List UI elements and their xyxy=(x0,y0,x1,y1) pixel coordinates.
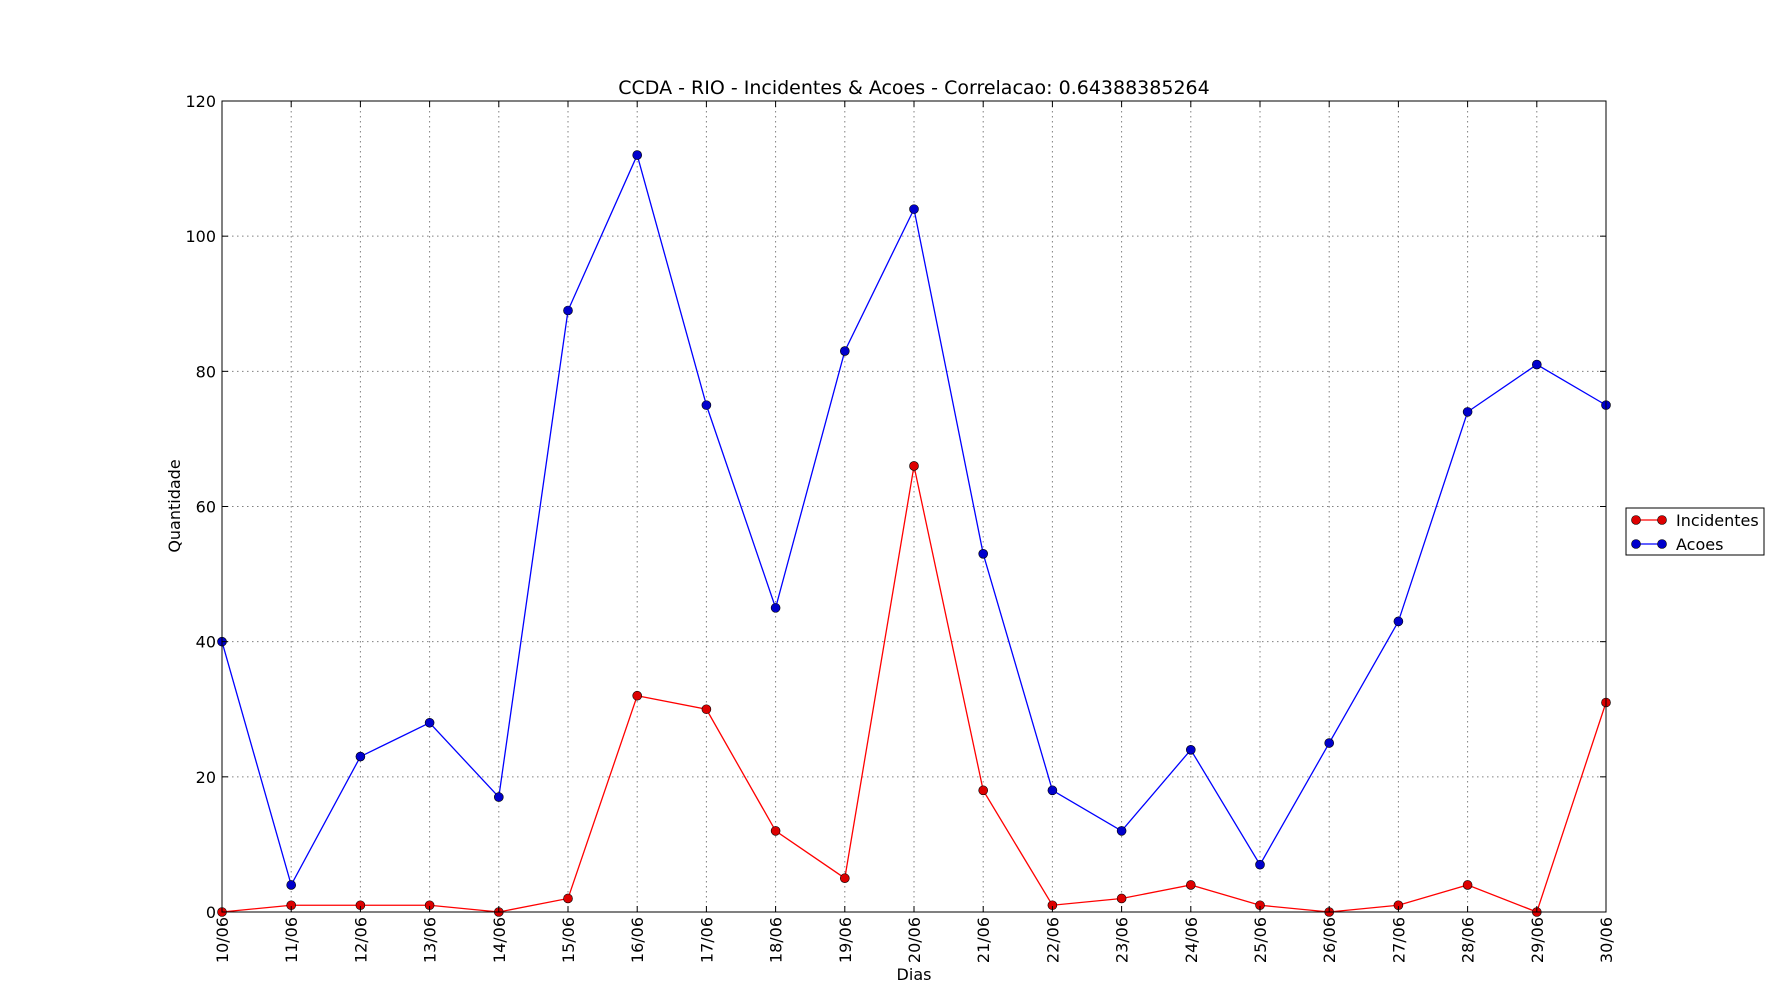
x-tick-label: 13/06 xyxy=(421,917,440,963)
x-tick-label: 21/06 xyxy=(974,917,993,963)
x-tick-label: 17/06 xyxy=(697,917,716,963)
x-tick-label: 24/06 xyxy=(1182,917,1201,963)
x-tick-label: 30/06 xyxy=(1597,917,1616,963)
data-point xyxy=(770,826,781,836)
x-tick-label: 10/06 xyxy=(213,917,232,963)
x-tick-label: 27/06 xyxy=(1389,917,1408,963)
x-tick-label: 22/06 xyxy=(1043,917,1062,963)
data-point xyxy=(1186,744,1196,755)
data-point xyxy=(1462,880,1473,890)
chart-title: CCDA - RIO - Incidentes & Acoes - Correl… xyxy=(618,77,1209,99)
y-tick-label: 120 xyxy=(185,92,216,111)
x-tick-label: 20/06 xyxy=(905,917,924,963)
data-point xyxy=(701,704,712,715)
y-tick-label: 40 xyxy=(196,633,216,652)
data-point xyxy=(1532,359,1542,370)
data-point xyxy=(839,873,850,884)
data-point xyxy=(701,400,712,410)
data-point xyxy=(978,785,989,796)
legend-label: Incidentes xyxy=(1676,511,1759,530)
data-point xyxy=(909,204,919,214)
data-point xyxy=(632,150,643,160)
data-point xyxy=(1462,407,1473,417)
data-point xyxy=(1186,880,1196,890)
legend: Incidentes Acoes xyxy=(1625,507,1765,556)
data-point xyxy=(1116,893,1127,904)
x-tick-label: 26/06 xyxy=(1320,917,1339,963)
data-point xyxy=(632,690,643,701)
data-point xyxy=(493,792,504,802)
legend-box xyxy=(1625,507,1765,556)
data-point xyxy=(563,305,573,316)
data-point xyxy=(1255,859,1265,870)
y-tick-label: 20 xyxy=(196,768,216,787)
x-tick-label: 18/06 xyxy=(767,917,786,963)
data-point xyxy=(563,893,573,904)
legend-label: Acoes xyxy=(1676,535,1723,554)
series-layer xyxy=(217,150,1611,917)
y-tick-label: 80 xyxy=(196,362,216,381)
data-point xyxy=(424,717,435,728)
data-point xyxy=(1324,738,1334,748)
legend-marker xyxy=(1657,515,1667,525)
x-tick-label: 12/06 xyxy=(351,917,370,963)
x-tick-label: 28/06 xyxy=(1459,917,1478,963)
data-point xyxy=(909,461,919,471)
x-axis-title: Dias xyxy=(897,965,932,984)
y-tick-label: 100 xyxy=(185,227,216,246)
legend-item: Acoes xyxy=(1631,535,1723,554)
data-point xyxy=(286,880,297,890)
data-point xyxy=(770,603,781,613)
legend-marker xyxy=(1657,539,1667,549)
series-incidentes xyxy=(217,461,1611,917)
data-point xyxy=(978,549,989,559)
x-tick-label: 19/06 xyxy=(836,917,855,963)
series-line xyxy=(221,153,1607,887)
x-tick-label: 25/06 xyxy=(1251,917,1270,963)
y-axis-title: Quantidade xyxy=(165,459,184,552)
data-point xyxy=(1047,785,1058,796)
data-point xyxy=(1116,826,1127,836)
data-point xyxy=(839,346,850,356)
x-tick-label: 16/06 xyxy=(628,917,647,963)
y-tick-label: 60 xyxy=(196,498,216,517)
legend-marker xyxy=(1631,515,1641,525)
x-tick-label: 14/06 xyxy=(490,917,509,963)
grid xyxy=(222,101,1606,912)
x-tick-label: 23/06 xyxy=(1113,917,1132,963)
data-point xyxy=(355,751,366,762)
y-tick-label: 0 xyxy=(206,903,216,922)
x-tick-label: 29/06 xyxy=(1528,917,1547,963)
x-tick-label: 11/06 xyxy=(282,917,301,963)
x-tick-label: 15/06 xyxy=(559,917,578,963)
legend-item: Incidentes xyxy=(1631,511,1759,530)
axes: 0 20 40 60 80 100 120 10/06 11/06 12/06 13/06 14/06… xyxy=(185,92,1616,963)
data-point xyxy=(1393,616,1404,627)
legend-marker xyxy=(1631,539,1641,549)
series-line xyxy=(221,465,1607,913)
